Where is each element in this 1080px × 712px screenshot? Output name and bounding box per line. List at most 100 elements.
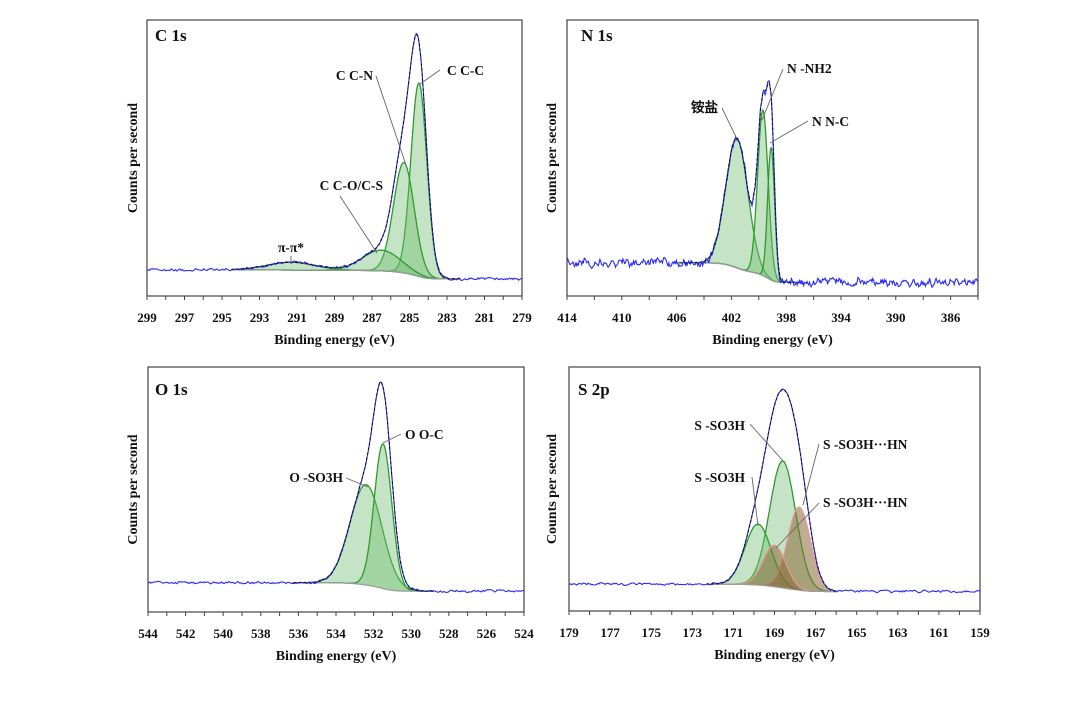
x-tick-label: 179 [559,625,579,640]
peak-annotation: S -SO3H [694,418,745,433]
x-tick-label: 542 [176,626,196,641]
background-line [231,269,460,280]
x-axis-label: Binding energy (eV) [714,648,835,663]
component-peak-fill [231,262,460,279]
annotation-leader-line [721,107,737,138]
component-peak-fill [676,147,796,283]
peak-annotation: C C-N [336,68,373,83]
x-tick-label: 283 [437,310,457,325]
component-peak-fill [292,484,434,592]
annotation-leader-line [339,195,378,254]
component-peak-fill [676,138,796,283]
x-tick-label: 159 [970,625,990,640]
annotation-leader-line [751,476,759,527]
plot-frame [566,19,979,297]
x-tick-label: 528 [439,626,459,641]
y-axis-label: Counts per second [545,103,560,213]
x-tick-label: 287 [362,310,382,325]
annotation-leader-line [769,120,809,144]
panel-n-1s: 414 410 406 402 398 394 390 386 Binding energy (… [545,19,979,348]
raw-data-line [566,79,979,289]
panel-title: C 1s [155,26,187,45]
x-tick-label: 295 [212,310,232,325]
x-tick-label: 293 [250,310,270,325]
x-tick-label: 171 [724,625,744,640]
x-tick-label: 394 [831,310,851,325]
x-tick-label: 167 [806,625,826,640]
annotation-leader-line [775,502,820,549]
peak-annotation: N N-C [812,114,849,129]
peak-annotation: O O-C [405,427,444,442]
background-line [707,583,837,593]
x-tick-label: 534 [326,626,346,641]
fit-envelope-line [231,34,460,280]
annotation-leader-line [382,433,402,444]
component-peak-fill [707,507,837,592]
x-tick-label: 414 [557,310,577,325]
peak-annotation: O -SO3H [289,470,343,485]
x-tick-label: 398 [776,310,796,325]
component-peak-fill [707,545,837,592]
y-axis-label: Counts per second [126,434,141,544]
x-tick-label: 297 [175,310,195,325]
x-tick-label: 299 [137,310,157,325]
x-tick-label: 161 [929,625,949,640]
x-axis-label: Binding energy (eV) [274,333,395,348]
peak-annotation: S -SO3H···HN [823,437,908,452]
peak-annotation: 铵盐 [691,99,719,115]
component-peak-fill [231,250,460,279]
annotation-leader-line [375,75,407,166]
annotation-leader-line [749,423,785,463]
x-tick-label: 402 [722,310,742,325]
x-tick-label: 163 [888,625,908,640]
x-tick-label: 538 [251,626,271,641]
panel-s-2p: 179 177 175 173 171 169 167 165 163 161 159 Binding… [545,366,990,663]
panel-title: O 1s [155,380,188,399]
fit-envelope-line [707,389,837,592]
fit-envelope-line [676,82,796,283]
y-axis-label: Counts per second [126,103,141,213]
x-axis-label: Binding energy (eV) [712,333,833,348]
x-tick-label: 540 [213,626,233,641]
peak-annotation: C C-C [447,63,484,78]
x-tick-label: 175 [641,625,661,640]
x-tick-label: 165 [847,625,867,640]
x-tick-label: 177 [600,625,620,640]
x-tick-label: 285 [400,310,420,325]
x-tick-label: 386 [941,310,961,325]
x-tick-label: 526 [477,626,497,641]
x-tick-label: 530 [401,626,421,641]
panel-title: N 1s [581,26,613,45]
component-peak-fill [231,162,460,279]
panel-title: S 2p [578,380,610,399]
annotation-leader-line [802,443,820,506]
panel-o-1s: 544 542 540 538 536 534 532 530 528 526 524 Binding… [126,366,534,664]
x-axis-label: Binding energy (eV) [276,649,397,664]
x-tick-label: 544 [138,626,158,641]
x-tick-label: 173 [683,625,703,640]
x-tick-label: 289 [325,310,345,325]
annotation-leader-line [761,68,784,121]
x-tick-label: 524 [514,626,534,641]
annotation-leader-line [419,69,441,85]
raw-data-line [148,381,525,594]
x-tick-label: 536 [289,626,309,641]
annotation-leader-line [345,477,369,488]
peak-annotation: π-π* [278,240,304,255]
x-tick-label: 410 [612,310,632,325]
peak-annotation: N -NH2 [787,61,832,76]
peak-annotation: S -SO3H [694,470,745,485]
x-tick-label: 281 [475,310,495,325]
x-tick-label: 532 [364,626,384,641]
x-tick-label: 279 [512,310,532,325]
peak-annotation: C C-O/C-S [320,178,383,193]
plot-frame [146,19,523,297]
x-tick-label: 390 [886,310,906,325]
y-axis-label: Counts per second [545,434,560,544]
x-tick-label: 291 [287,310,307,325]
peak-annotation: S -SO3H···HN [823,495,908,510]
fit-envelope-line [292,381,434,592]
component-peak-fill [231,83,460,279]
panel-c-1s: 299 297 295 293 291 289 287 285 283 281 279 Binding… [126,19,532,348]
